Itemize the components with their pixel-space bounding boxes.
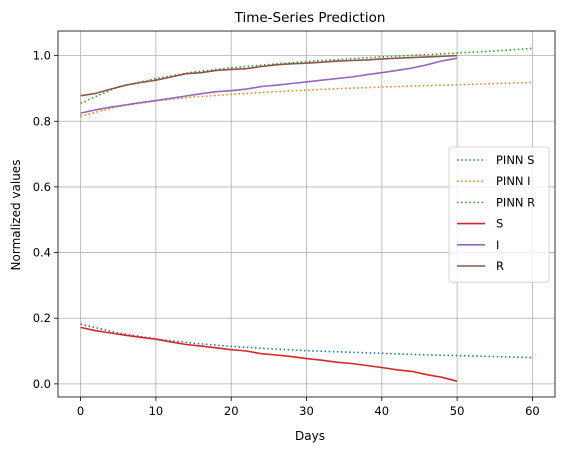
x-tick-label: 0 — [77, 404, 84, 418]
y-axis-label: Normalized values — [9, 160, 23, 271]
x-tick-label: 10 — [149, 404, 164, 418]
series-layer — [80, 47, 533, 382]
legend-label: PINN S — [496, 153, 535, 167]
series-line-pinn-r — [80, 47, 533, 104]
y-tick-label: 1.0 — [33, 49, 51, 63]
series-line-pinn-i — [80, 81, 533, 118]
legend-label: I — [496, 238, 499, 252]
chart-title: Time-Series Prediction — [234, 10, 386, 26]
series-line-i — [80, 57, 458, 114]
legend: PINN S PINN I PINN R SIR — [448, 146, 550, 283]
legend-label: PINN R — [496, 195, 535, 209]
legend-label: R — [496, 259, 504, 273]
y-tick-label: 0.6 — [33, 180, 51, 194]
x-tick-label: 50 — [450, 404, 465, 418]
series-line-pinn-s — [80, 323, 533, 359]
x-axis-label: Days — [295, 429, 325, 443]
x-tick-label: 60 — [525, 404, 540, 418]
series-line-r — [80, 54, 458, 97]
series-line-s — [80, 326, 458, 382]
y-tick-label: 0.8 — [33, 114, 51, 128]
legend-label: PINN I — [496, 174, 531, 188]
x-tick-label: 40 — [374, 404, 389, 418]
ticks: 0 10 20 30 40 50 60 0.0 0.2 0.4 0.6 0.8 1.0 — [33, 49, 540, 418]
x-tick-label: 20 — [224, 404, 239, 418]
legend-label: S — [496, 217, 503, 231]
y-tick-label: 0.4 — [33, 246, 51, 260]
y-tick-label: 0.2 — [33, 311, 51, 325]
x-tick-label: 30 — [299, 404, 314, 418]
y-tick-label: 0.0 — [33, 377, 51, 391]
